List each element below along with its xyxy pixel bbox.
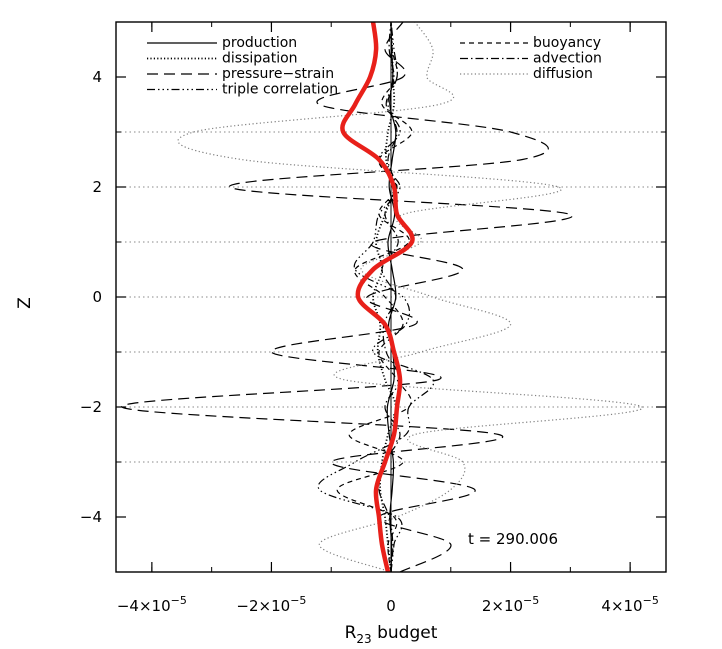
legend: productiondissipationpressure−straintrip… bbox=[147, 35, 602, 98]
legend-label: production bbox=[222, 35, 297, 51]
x-tick-label: 0 bbox=[386, 597, 396, 615]
x-axis-label-rest: budget bbox=[372, 623, 438, 643]
time-annotation: t = 290.006 bbox=[468, 530, 558, 548]
series-line-buoyancy bbox=[336, 22, 413, 572]
series-lines bbox=[121, 22, 643, 572]
x-axis-label: R23 budget bbox=[345, 623, 438, 646]
x-tick-label: 2×10−5 bbox=[482, 594, 539, 615]
reference-lines bbox=[116, 22, 666, 572]
y-tick-label: 4 bbox=[92, 68, 102, 86]
x-tick-label: −4×10−5 bbox=[117, 594, 187, 615]
x-axis-label-main: R bbox=[345, 623, 357, 643]
series-line-advection bbox=[378, 22, 401, 572]
series-line-total bbox=[340, 22, 415, 572]
legend-label: triple correlation bbox=[222, 82, 338, 98]
y-tick-label: 0 bbox=[92, 288, 102, 306]
x-tick-label: −2×10−5 bbox=[236, 594, 306, 615]
x-tick-label: 4×10−5 bbox=[601, 594, 658, 615]
series-line-pressure-strain bbox=[121, 22, 573, 572]
axis-ticks: −4×10−5 −2×10−5 0 2×10−5 4×10−5 −4 −2 0 2 4 bbox=[80, 21, 666, 615]
y-axis-label: Z bbox=[15, 297, 35, 309]
legend-label: buoyancy bbox=[533, 35, 601, 51]
y-tick-label: 2 bbox=[92, 178, 102, 196]
y-tick-label: −4 bbox=[80, 508, 102, 526]
series-line-dissipation bbox=[372, 22, 397, 572]
legend-label: pressure−strain bbox=[222, 66, 334, 82]
legend-label: diffusion bbox=[533, 66, 593, 82]
y-tick-label: −2 bbox=[80, 398, 102, 416]
x-axis-label-subscript: 23 bbox=[356, 632, 371, 646]
legend-label: advection bbox=[533, 51, 602, 67]
legend-label: dissipation bbox=[222, 51, 298, 67]
